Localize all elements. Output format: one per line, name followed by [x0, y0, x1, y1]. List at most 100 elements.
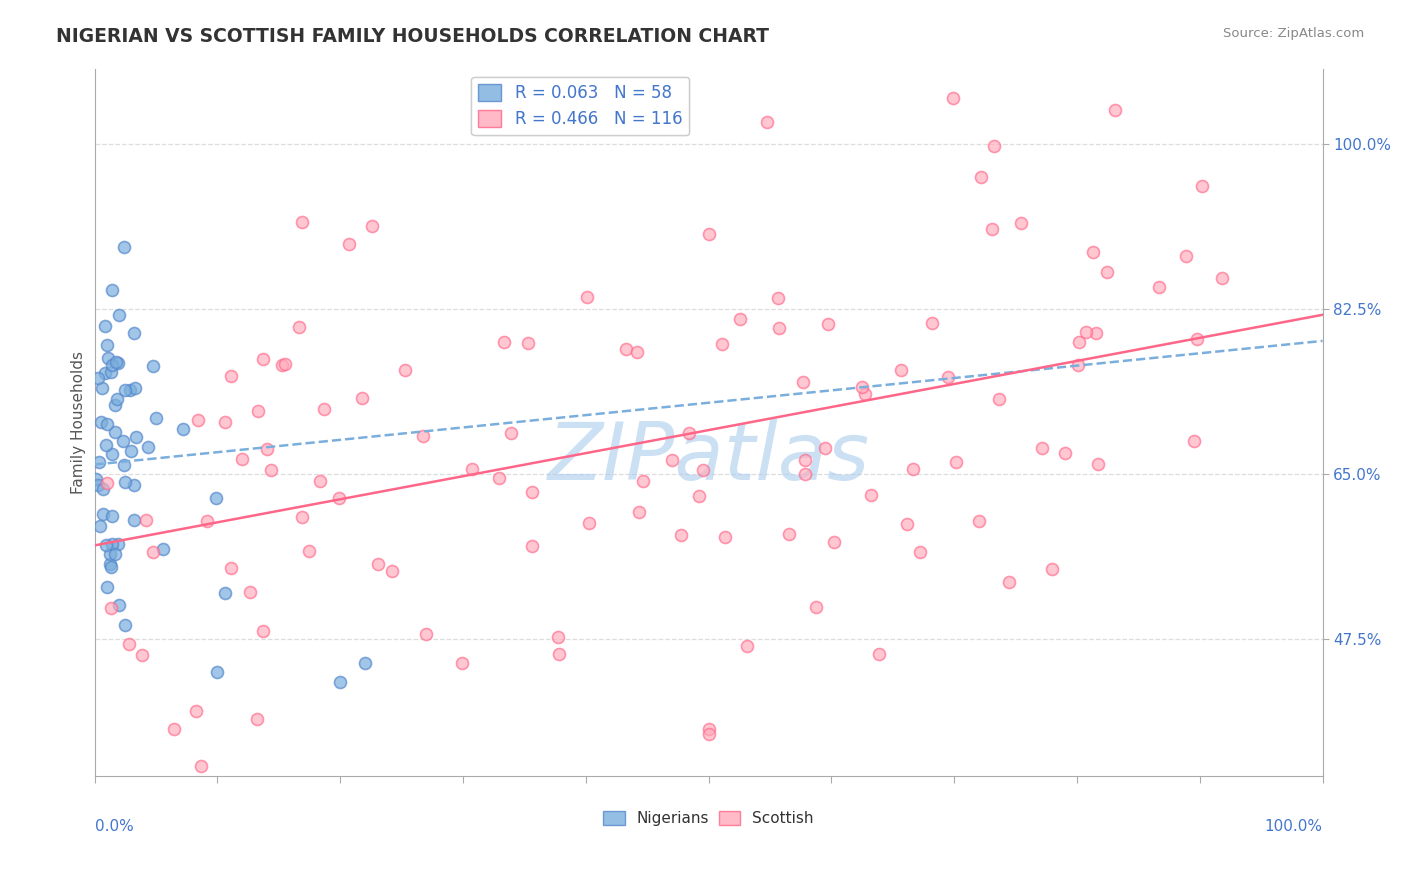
Point — [851, 380, 873, 394]
Point — [661, 453, 683, 467]
Point — [517, 336, 540, 351]
Point — [96, 338, 118, 352]
Point — [100, 559, 122, 574]
Point — [520, 539, 543, 553]
Point — [112, 240, 135, 254]
Point — [90, 415, 112, 429]
Point — [548, 647, 571, 661]
Point — [1211, 270, 1233, 285]
Point — [823, 535, 845, 549]
Point — [1052, 41, 1074, 55]
Text: 100.0%: 100.0% — [1264, 819, 1323, 834]
Point — [697, 727, 720, 741]
Point — [195, 514, 218, 528]
Point — [547, 631, 569, 645]
Point — [256, 442, 278, 456]
Point — [87, 455, 110, 469]
Point — [792, 375, 814, 389]
Point — [492, 334, 515, 349]
Point — [104, 399, 127, 413]
Point — [252, 624, 274, 638]
Point — [96, 580, 118, 594]
Point — [778, 527, 800, 541]
Point — [122, 513, 145, 527]
Point — [942, 91, 965, 105]
Point — [768, 321, 790, 335]
Point — [804, 599, 827, 614]
Point — [1053, 446, 1076, 460]
Point — [626, 344, 648, 359]
Point — [896, 516, 918, 531]
Point — [628, 505, 651, 519]
Point — [101, 537, 124, 551]
Point — [252, 351, 274, 366]
Point — [214, 416, 236, 430]
Point — [118, 637, 141, 651]
Point — [94, 438, 117, 452]
Point — [114, 475, 136, 489]
Point — [101, 447, 124, 461]
Point — [908, 545, 931, 559]
Point — [1104, 103, 1126, 117]
Point — [98, 547, 121, 561]
Point — [983, 139, 1005, 153]
Point — [367, 558, 389, 572]
Point — [86, 478, 108, 492]
Point — [131, 648, 153, 662]
Point — [488, 470, 510, 484]
Point — [239, 585, 262, 599]
Point — [520, 485, 543, 500]
Point — [714, 530, 737, 544]
Point — [614, 342, 637, 356]
Point — [1084, 326, 1107, 341]
Point — [107, 356, 129, 370]
Point — [1042, 561, 1064, 575]
Text: Source: ZipAtlas.com: Source: ZipAtlas.com — [1223, 27, 1364, 40]
Point — [135, 513, 157, 527]
Point — [699, 227, 721, 241]
Point — [328, 491, 350, 506]
Point — [152, 541, 174, 556]
Point — [94, 318, 117, 333]
Point — [187, 413, 209, 427]
Point — [114, 383, 136, 397]
Point — [793, 467, 815, 481]
Point — [1182, 434, 1205, 448]
Point — [728, 312, 751, 326]
Point — [735, 639, 758, 653]
Point — [890, 363, 912, 377]
Point — [97, 351, 120, 365]
Point — [118, 383, 141, 397]
Point — [246, 712, 269, 726]
Point — [711, 337, 734, 351]
Point — [163, 723, 186, 737]
Text: NIGERIAN VS SCOTTISH FAMILY HOUSEHOLDS CORRELATION CHART: NIGERIAN VS SCOTTISH FAMILY HOUSEHOLDS C… — [56, 27, 769, 45]
Point — [100, 600, 122, 615]
Point — [697, 722, 720, 736]
Point — [298, 544, 321, 558]
Point — [1087, 457, 1109, 471]
Point — [1149, 279, 1171, 293]
Point — [142, 545, 165, 559]
Point — [350, 391, 373, 405]
Point — [100, 365, 122, 379]
Point — [104, 355, 127, 369]
Point — [412, 429, 434, 443]
Point — [114, 617, 136, 632]
Point — [360, 219, 382, 233]
Point — [270, 358, 292, 372]
Point — [1097, 265, 1119, 279]
Point — [1174, 249, 1197, 263]
Point — [501, 426, 523, 441]
Point — [967, 515, 990, 529]
Point — [260, 463, 283, 477]
Point — [96, 476, 118, 491]
Point — [96, 538, 118, 552]
Point — [692, 463, 714, 477]
Point — [96, 417, 118, 432]
Point — [100, 359, 122, 373]
Point — [450, 656, 472, 670]
Point — [945, 455, 967, 469]
Point — [921, 317, 943, 331]
Point — [329, 674, 352, 689]
